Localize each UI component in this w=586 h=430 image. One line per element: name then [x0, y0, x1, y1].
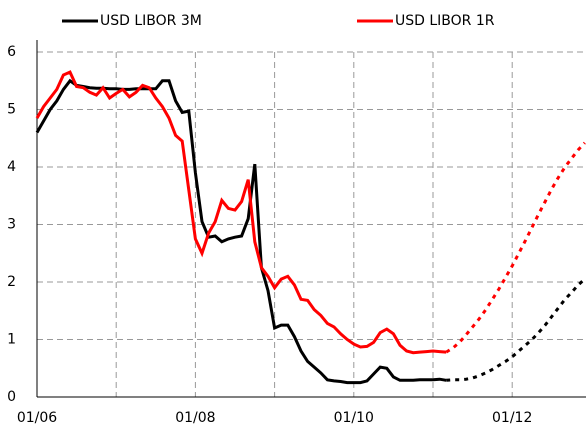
series-line — [35, 78, 447, 385]
y-tick-label: 5 — [7, 102, 16, 118]
y-tick-label: 1 — [7, 332, 16, 348]
y-tick-label: 4 — [7, 159, 16, 175]
y-tick-label: 6 — [7, 44, 16, 60]
x-tick-label: 01/08 — [175, 410, 215, 426]
series-line — [445, 141, 586, 354]
y-tick-label: 2 — [7, 274, 16, 290]
x-tick-label: 01/12 — [492, 410, 532, 426]
legend-label: USD LIBOR 3M — [100, 13, 202, 29]
y-tick-label: 0 — [7, 389, 16, 405]
x-tick-label: 01/06 — [17, 410, 57, 426]
x-tick-label: 01/10 — [334, 410, 374, 426]
y-tick-label: 3 — [7, 217, 16, 233]
series-line — [35, 70, 447, 355]
legend-label: USD LIBOR 1R — [395, 13, 495, 29]
series-line — [446, 277, 586, 382]
